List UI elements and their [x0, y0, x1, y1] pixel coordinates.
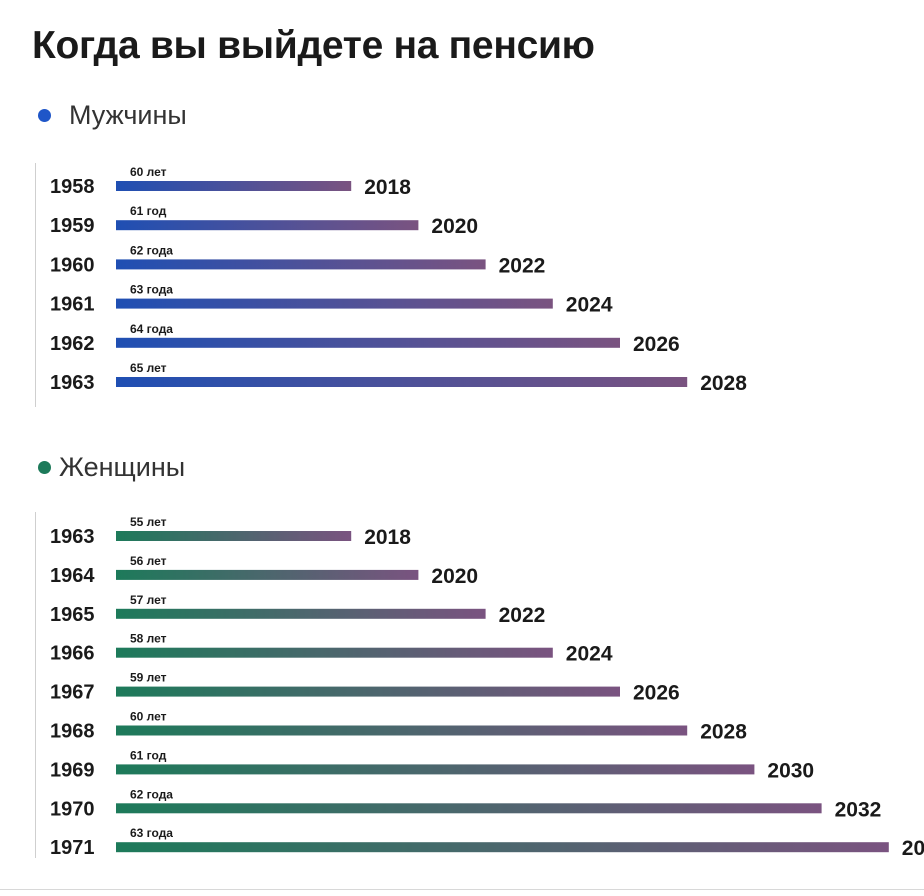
men-retirement-year-label: 2028: [700, 372, 747, 395]
men-retirement-year-label: 2018: [364, 176, 411, 199]
men-age-label: 60 лет: [130, 165, 167, 179]
bottom-divider: [0, 889, 924, 890]
legend-men: Мужчины: [38, 100, 187, 131]
women-age-label: 58 лет: [130, 632, 167, 646]
women-bar: [116, 531, 352, 541]
women-retirement-year-label: 2032: [835, 798, 882, 821]
women-retirement-year-label: 2022: [499, 604, 546, 627]
women-birth-year-label: 1969: [50, 759, 95, 781]
men-age-label: 61 год: [130, 204, 167, 218]
women-retirement-year-label: 2034: [902, 837, 924, 860]
women-birth-year-label: 1971: [50, 837, 95, 859]
women-age-label: 56 лет: [130, 554, 167, 568]
women-age-label: 61 год: [130, 748, 167, 762]
women-birth-year-label: 1968: [50, 721, 95, 743]
men-birth-year-label: 1959: [50, 215, 95, 237]
men-bar: [116, 337, 620, 348]
women-axis-line: [35, 512, 36, 858]
legend-women-dot: [38, 461, 51, 474]
men-bar: [116, 181, 352, 191]
women-bar: [116, 686, 620, 697]
chart-title: Когда вы выйдете на пенсию: [32, 24, 595, 67]
men-retirement-year-label: 2020: [431, 215, 478, 238]
men-age-label: 65 лет: [130, 361, 167, 375]
men-retirement-year-label: 2026: [633, 333, 680, 356]
women-birth-year-label: 1964: [50, 565, 95, 587]
men-birth-year-label: 1958: [50, 176, 95, 198]
women-bar: [116, 764, 755, 775]
men-birth-year-label: 1960: [50, 254, 95, 276]
men-birth-year-label: 1961: [50, 294, 95, 316]
men-age-label: 64 года: [130, 322, 173, 336]
women-age-label: 60 лет: [130, 710, 167, 724]
men-bar: [116, 220, 419, 231]
women-age-label: 55 лет: [130, 515, 167, 529]
women-retirement-year-label: 2030: [767, 759, 814, 782]
men-bar: [116, 377, 688, 387]
women-birth-year-label: 1963: [50, 526, 95, 548]
women-bar: [116, 725, 688, 736]
legend-women: Женщины: [38, 452, 185, 483]
women-bar: [116, 842, 889, 853]
men-retirement-year-label: 2024: [566, 294, 613, 317]
women-age-label: 63 года: [130, 826, 173, 840]
women-bar: [116, 608, 486, 619]
women-age-label: 57 лет: [130, 593, 167, 607]
women-birth-year-label: 1966: [50, 643, 95, 665]
legend-women-label: Женщины: [59, 452, 186, 482]
men-axis-line: [35, 163, 36, 407]
women-retirement-year-label: 2020: [431, 565, 478, 588]
women-birth-year-label: 1967: [50, 682, 95, 704]
men-birth-year-label: 1963: [50, 372, 95, 394]
men-age-label: 62 года: [130, 243, 173, 257]
women-retirement-year-label: 2024: [566, 643, 613, 666]
men-age-label: 63 года: [130, 283, 173, 297]
men-bar: [116, 259, 486, 270]
legend-men-label: Мужчины: [69, 100, 187, 130]
legend-men-dot: [38, 109, 51, 122]
women-bar: [116, 569, 419, 580]
women-retirement-year-label: 2026: [633, 682, 680, 705]
women-bar: [116, 647, 553, 658]
women-retirement-year-label: 2018: [364, 526, 411, 549]
women-age-label: 59 лет: [130, 671, 167, 685]
women-age-label: 62 года: [130, 787, 173, 801]
women-birth-year-label: 1965: [50, 604, 95, 626]
women-retirement-year-label: 2028: [700, 721, 747, 744]
men-retirement-year-label: 2022: [499, 254, 546, 277]
men-birth-year-label: 1962: [50, 333, 95, 355]
men-bar: [116, 298, 553, 309]
women-bar: [116, 803, 822, 814]
women-birth-year-label: 1970: [50, 798, 95, 820]
